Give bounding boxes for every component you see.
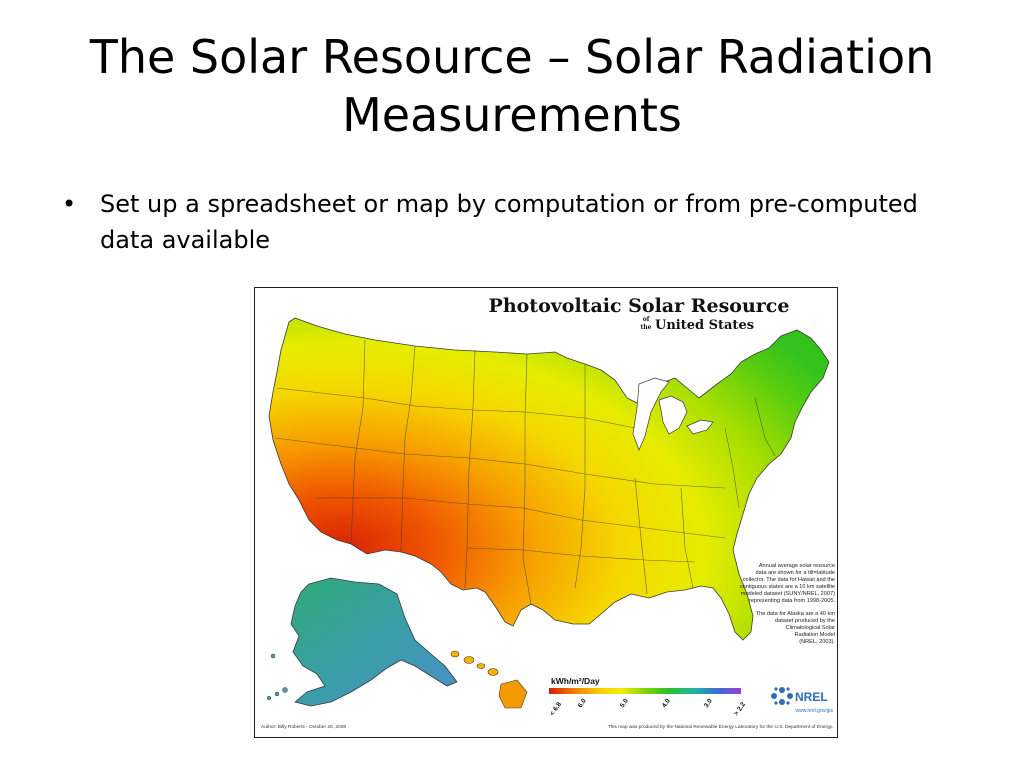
nrel-logo: NREL www.nrel.gov/gis [771, 687, 833, 714]
description-line: contiguous states are a 10 km satellite [740, 584, 835, 590]
legend-tick: > 2.2 [733, 701, 747, 717]
map-subtitle-of: of [643, 316, 650, 323]
description-line: collector. The data for Hawaii and the [743, 577, 835, 583]
description-line: (NREL, 2003). [799, 639, 835, 645]
description-line: Annual average solar resource [759, 563, 835, 569]
map-canvas: Photovoltaic Solar Resource of the Unite… [261, 295, 836, 730]
aleutian-islands [266, 653, 288, 701]
map-description: Annual average solar resource data are s… [740, 563, 836, 645]
map-subtitle-the: the [641, 324, 652, 331]
legend-tick: 3.0 [703, 697, 714, 709]
bullet-list: • Set up a spreadsheet or map by computa… [62, 186, 942, 258]
hawaii-region [450, 650, 528, 709]
description-line: Climatological Solar [786, 625, 836, 631]
nrel-website: www.nrel.gov/gis [795, 708, 833, 714]
alaska-region [290, 577, 458, 707]
bullet-text: Set up a spreadsheet or map by computati… [100, 190, 918, 254]
slide-title: The Solar Resource – Solar Radiation Mea… [89, 30, 935, 142]
legend-title: kWh/m²/Day [551, 676, 600, 686]
nrel-sun-icon [771, 687, 793, 705]
description-line: dataset produced by the [775, 618, 835, 624]
great-lakes [632, 377, 714, 451]
description-line: The data for Alaska are a 40 km [756, 611, 836, 617]
legend-ticks: < 6.8 6.0 5.0 4.0 3.0 > 2.2 [549, 697, 747, 717]
legend-tick: 6.0 [577, 697, 588, 709]
description-line: data are shown for a tilt=latitude [756, 570, 835, 576]
description-line: representing data from 1998-2005. [749, 598, 836, 604]
bullet-item: • Set up a spreadsheet or map by computa… [62, 186, 942, 258]
map-credit: This map was produced by the National Re… [608, 724, 833, 730]
legend-tick: < 6.8 [549, 701, 563, 717]
nrel-logo-text: NREL [795, 690, 828, 704]
legend-tick: 5.0 [619, 697, 630, 709]
bullet-dot-icon: • [62, 190, 77, 218]
map-title: Photovoltaic Solar Resource [489, 295, 790, 317]
description-line: Radiation Model [795, 632, 835, 638]
state-borders [274, 339, 776, 605]
map-author: Author: Billy Roberts - October 20, 2008 [261, 724, 346, 730]
solar-resource-map: Photovoltaic Solar Resource of the Unite… [254, 287, 838, 738]
description-line: modeled dataset (SUNY/NREL, 2007) [741, 591, 835, 597]
legend-tick: 4.0 [661, 697, 672, 709]
map-subtitle: United States [655, 318, 754, 333]
legend-color-bar [549, 688, 741, 694]
